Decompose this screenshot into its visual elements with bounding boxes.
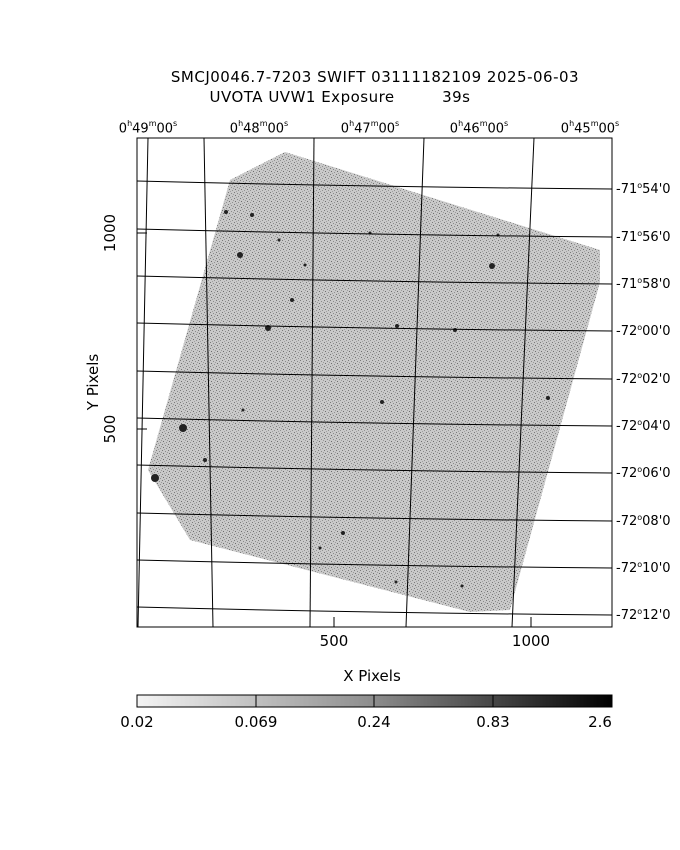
x-axis-label: X Pixels — [343, 667, 401, 685]
dec-label: -71o58'0 — [616, 275, 671, 293]
source-spot — [394, 580, 398, 584]
source-spot — [203, 458, 207, 462]
exposure-footprint — [148, 152, 600, 612]
colorbar-label: 0.02 — [120, 713, 154, 731]
y-tick-label: 1000 — [101, 213, 119, 253]
source-spot — [341, 531, 345, 535]
source-spot — [277, 238, 281, 242]
title-line-1: SMCJ0046.7-7203 SWIFT 03111182109 2025-0… — [170, 68, 580, 86]
ra-label: 0h45m00s — [560, 119, 620, 137]
dec-grid-line — [136, 370, 613, 380]
dec-grid-line — [136, 464, 613, 474]
source-spot — [151, 474, 159, 482]
dec-label: -72o00'0 — [616, 322, 671, 340]
source-spot — [453, 328, 457, 332]
ra-label: 0h49m00s — [118, 119, 178, 137]
dec-label: -72o06'0 — [616, 464, 671, 482]
ra-grid-line — [309, 137, 315, 628]
source-spot — [460, 584, 464, 588]
dec-grid-line — [136, 512, 613, 522]
y-tick-label: 500 — [101, 414, 119, 444]
source-spot — [380, 400, 384, 404]
source-spot — [395, 324, 399, 328]
source-spot — [546, 396, 550, 400]
dec-label: -72o04'0 — [616, 417, 671, 435]
colorbar-label: 2.6 — [588, 713, 612, 731]
dec-label: -72o12'0 — [616, 606, 671, 624]
dec-grid-line — [136, 275, 613, 285]
x-tick-label: 1000 — [511, 632, 551, 650]
source-spot — [250, 213, 254, 217]
source-spot — [318, 546, 322, 550]
dec-grid-line — [136, 180, 613, 190]
dec-label: -72o02'0 — [616, 370, 671, 388]
y-axis-label: Y Pixels — [84, 353, 102, 411]
dec-label: -72o10'0 — [616, 559, 671, 577]
source-spot — [290, 298, 294, 302]
source-spot — [224, 210, 228, 214]
colorbar-label: 0.83 — [476, 713, 510, 731]
ra-label: 0h46m00s — [449, 119, 509, 137]
dec-label: -71o56'0 — [616, 228, 671, 246]
colorbar-label: 0.24 — [357, 713, 391, 731]
x-tick-label: 500 — [319, 632, 349, 650]
dec-grid-line — [136, 606, 613, 616]
ra-grid-line — [511, 137, 535, 628]
colorbar-ticks — [255, 695, 494, 707]
ra-grid-line — [405, 137, 425, 628]
dec-label: -71o54'0 — [616, 180, 671, 198]
source-spot — [237, 252, 243, 258]
ra-label: 0h47m00s — [340, 119, 400, 137]
ra-grid-line — [203, 137, 214, 628]
dec-grid-line — [136, 322, 613, 332]
ra-grid-line — [137, 137, 149, 628]
axis-ticks — [137, 232, 532, 627]
dec-grid-line — [136, 559, 613, 569]
source-spot — [303, 263, 307, 267]
title-line-2: UVOTA UVW1 Exposure 39s — [209, 88, 471, 106]
colorbar-label: 0.069 — [234, 713, 278, 731]
source-spot — [489, 263, 495, 269]
dec-grid-line — [136, 417, 613, 427]
source-spot — [179, 424, 187, 432]
sky-grid — [136, 137, 613, 628]
plot-frame — [136, 137, 613, 628]
ra-label: 0h48m00s — [229, 119, 289, 137]
dec-label: -72o08'0 — [616, 512, 671, 530]
source-spot — [241, 408, 245, 412]
dec-grid-line — [136, 228, 613, 238]
